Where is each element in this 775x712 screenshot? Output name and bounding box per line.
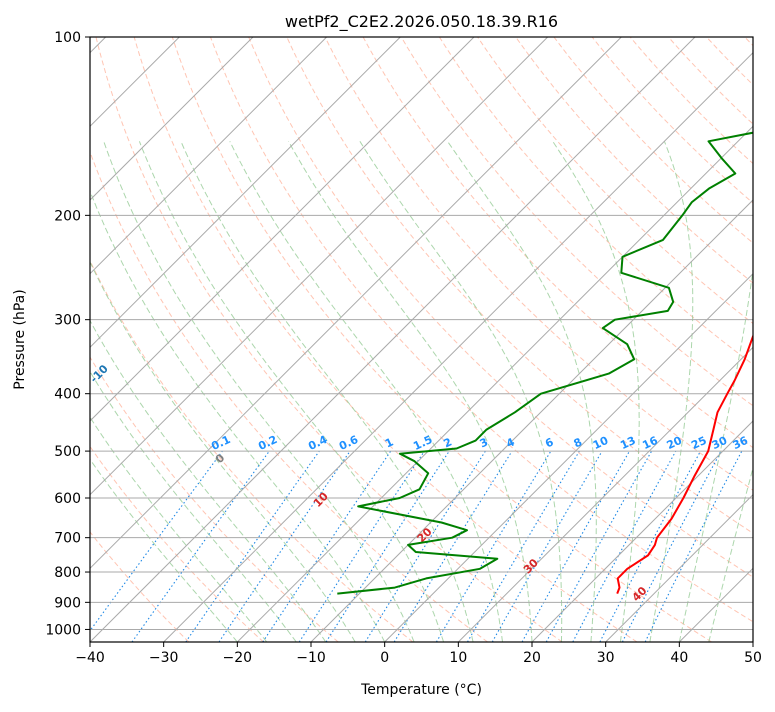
y-tick-label: 900 [54,595,81,611]
x-tick-label: 10 [449,650,467,666]
x-tick-label: −40 [75,650,105,666]
x-axis-label: Temperature (°C) [360,682,482,698]
y-tick-label: 1000 [45,622,81,638]
chart-title: wetPf2_C2E2.2026.050.18.39.R16 [285,12,558,32]
x-tick-label: −20 [223,650,253,666]
y-tick-label: 300 [54,313,81,329]
x-tick-label: −30 [149,650,179,666]
y-tick-label: 200 [54,208,81,224]
y-axis-label: Pressure (hPa) [12,289,28,389]
y-tick-label: 800 [54,565,81,581]
y-tick-label: 700 [54,531,81,547]
x-tick-label: 20 [523,650,541,666]
x-tick-label: 30 [597,650,615,666]
x-tick-label: 0 [380,650,389,666]
y-tick-label: 500 [54,444,81,460]
y-tick-label: 600 [54,491,81,507]
y-tick-label: 100 [54,30,81,46]
y-tick-label: 400 [54,387,81,403]
x-tick-label: 40 [670,650,688,666]
x-tick-label: 50 [744,650,762,666]
x-tick-label: −10 [296,650,326,666]
